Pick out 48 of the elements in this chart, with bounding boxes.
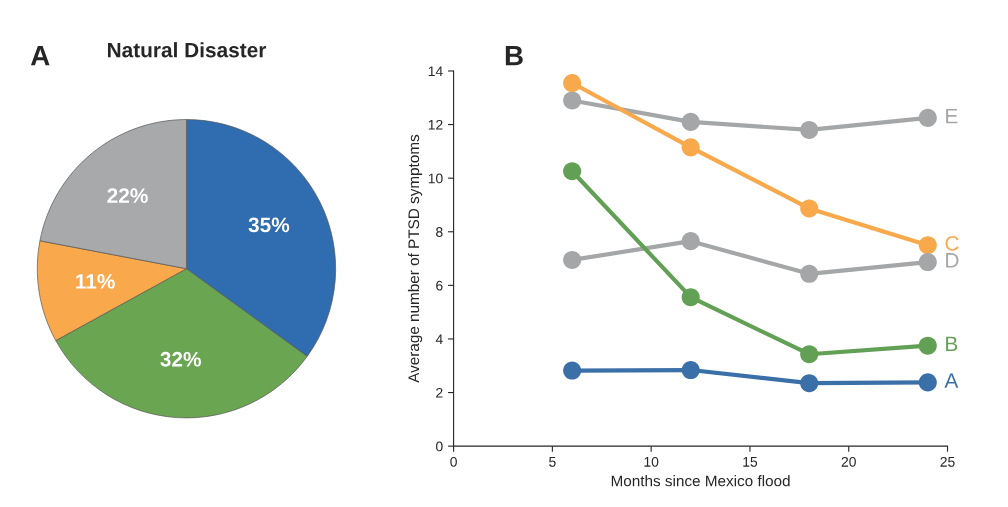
data-label: 32% [160,351,201,367]
x-axis-title: Months since Mexico flood [611,475,790,487]
data-label: 22% [107,188,148,203]
data-label: 35% [248,217,290,233]
text: A [30,46,50,66]
x-tick-label: 20 [841,456,856,467]
point [918,236,937,255]
point [918,336,937,355]
point [681,112,700,131]
point [563,162,582,181]
point [800,345,819,364]
series-label: E [946,108,958,124]
y-tick-label: 14 [428,66,443,77]
y-tick-label: 2 [436,387,443,398]
x-tick-label: 15 [743,457,758,467]
series-label: A [944,373,959,388]
point [800,199,819,218]
point [681,361,700,380]
y-axis-title: Average number of PTSD symptoms [407,134,423,383]
point [800,120,819,139]
x-tick-label: 25 [940,456,955,467]
x-tick-label: 5 [549,457,556,467]
point [563,361,582,380]
y-tick-label: 4 [435,334,443,344]
text: B [505,46,523,66]
y-tick-label: 0 [436,441,443,452]
point [800,374,819,393]
point [681,288,700,307]
y-tick-label: 10 [428,173,443,184]
chart-title: Natural Disaster [107,42,267,58]
series-label: C [945,236,959,251]
point [681,232,700,251]
y-tick-label: 6 [436,280,443,291]
x-tick-label: 0 [450,456,457,467]
point [681,138,700,157]
y-tick-label: 8 [436,227,443,237]
point [918,253,937,272]
point [918,373,937,392]
data-label: 11% [76,274,115,289]
series-label: B [946,336,958,352]
point [563,74,582,93]
point [563,250,582,269]
series-label: D [946,253,959,268]
point [918,108,937,127]
point [563,91,582,110]
y-tick-label: 12 [428,119,443,130]
point [800,264,819,283]
x-tick-label: 10 [644,456,659,467]
